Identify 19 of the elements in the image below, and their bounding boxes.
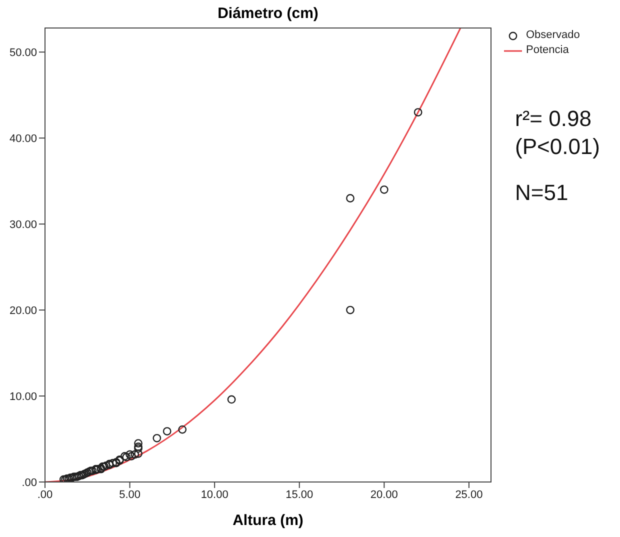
x-tick-label: 5.00 [119, 488, 140, 501]
text: N=51 [515, 179, 570, 207]
y-tick-label: 10.00 [9, 390, 37, 403]
x-tick-label: .00 [37, 488, 53, 501]
legend-label: Observado [526, 28, 580, 43]
x-axis-title: Altura (m) [232, 512, 304, 529]
legend-label: Potencia [526, 43, 569, 58]
chart-title: Diámetro (cm) [216, 5, 320, 22]
x-tick-label: 25.00 [455, 488, 483, 501]
x-tick-label: 10.00 [200, 488, 228, 501]
text: r²= 0.98 [515, 105, 592, 133]
y-tick-label: 20.00 [9, 304, 37, 317]
y-tick-label: .00 [22, 476, 37, 489]
y-tick-label: 30.00 [9, 218, 37, 231]
x-tick-label: 15.00 [286, 488, 314, 501]
x-tick-label: 20.00 [370, 488, 398, 501]
y-tick-label: 50.00 [9, 46, 37, 59]
text: (P<0.01) [515, 133, 600, 161]
y-tick-label: 40.00 [9, 132, 37, 145]
